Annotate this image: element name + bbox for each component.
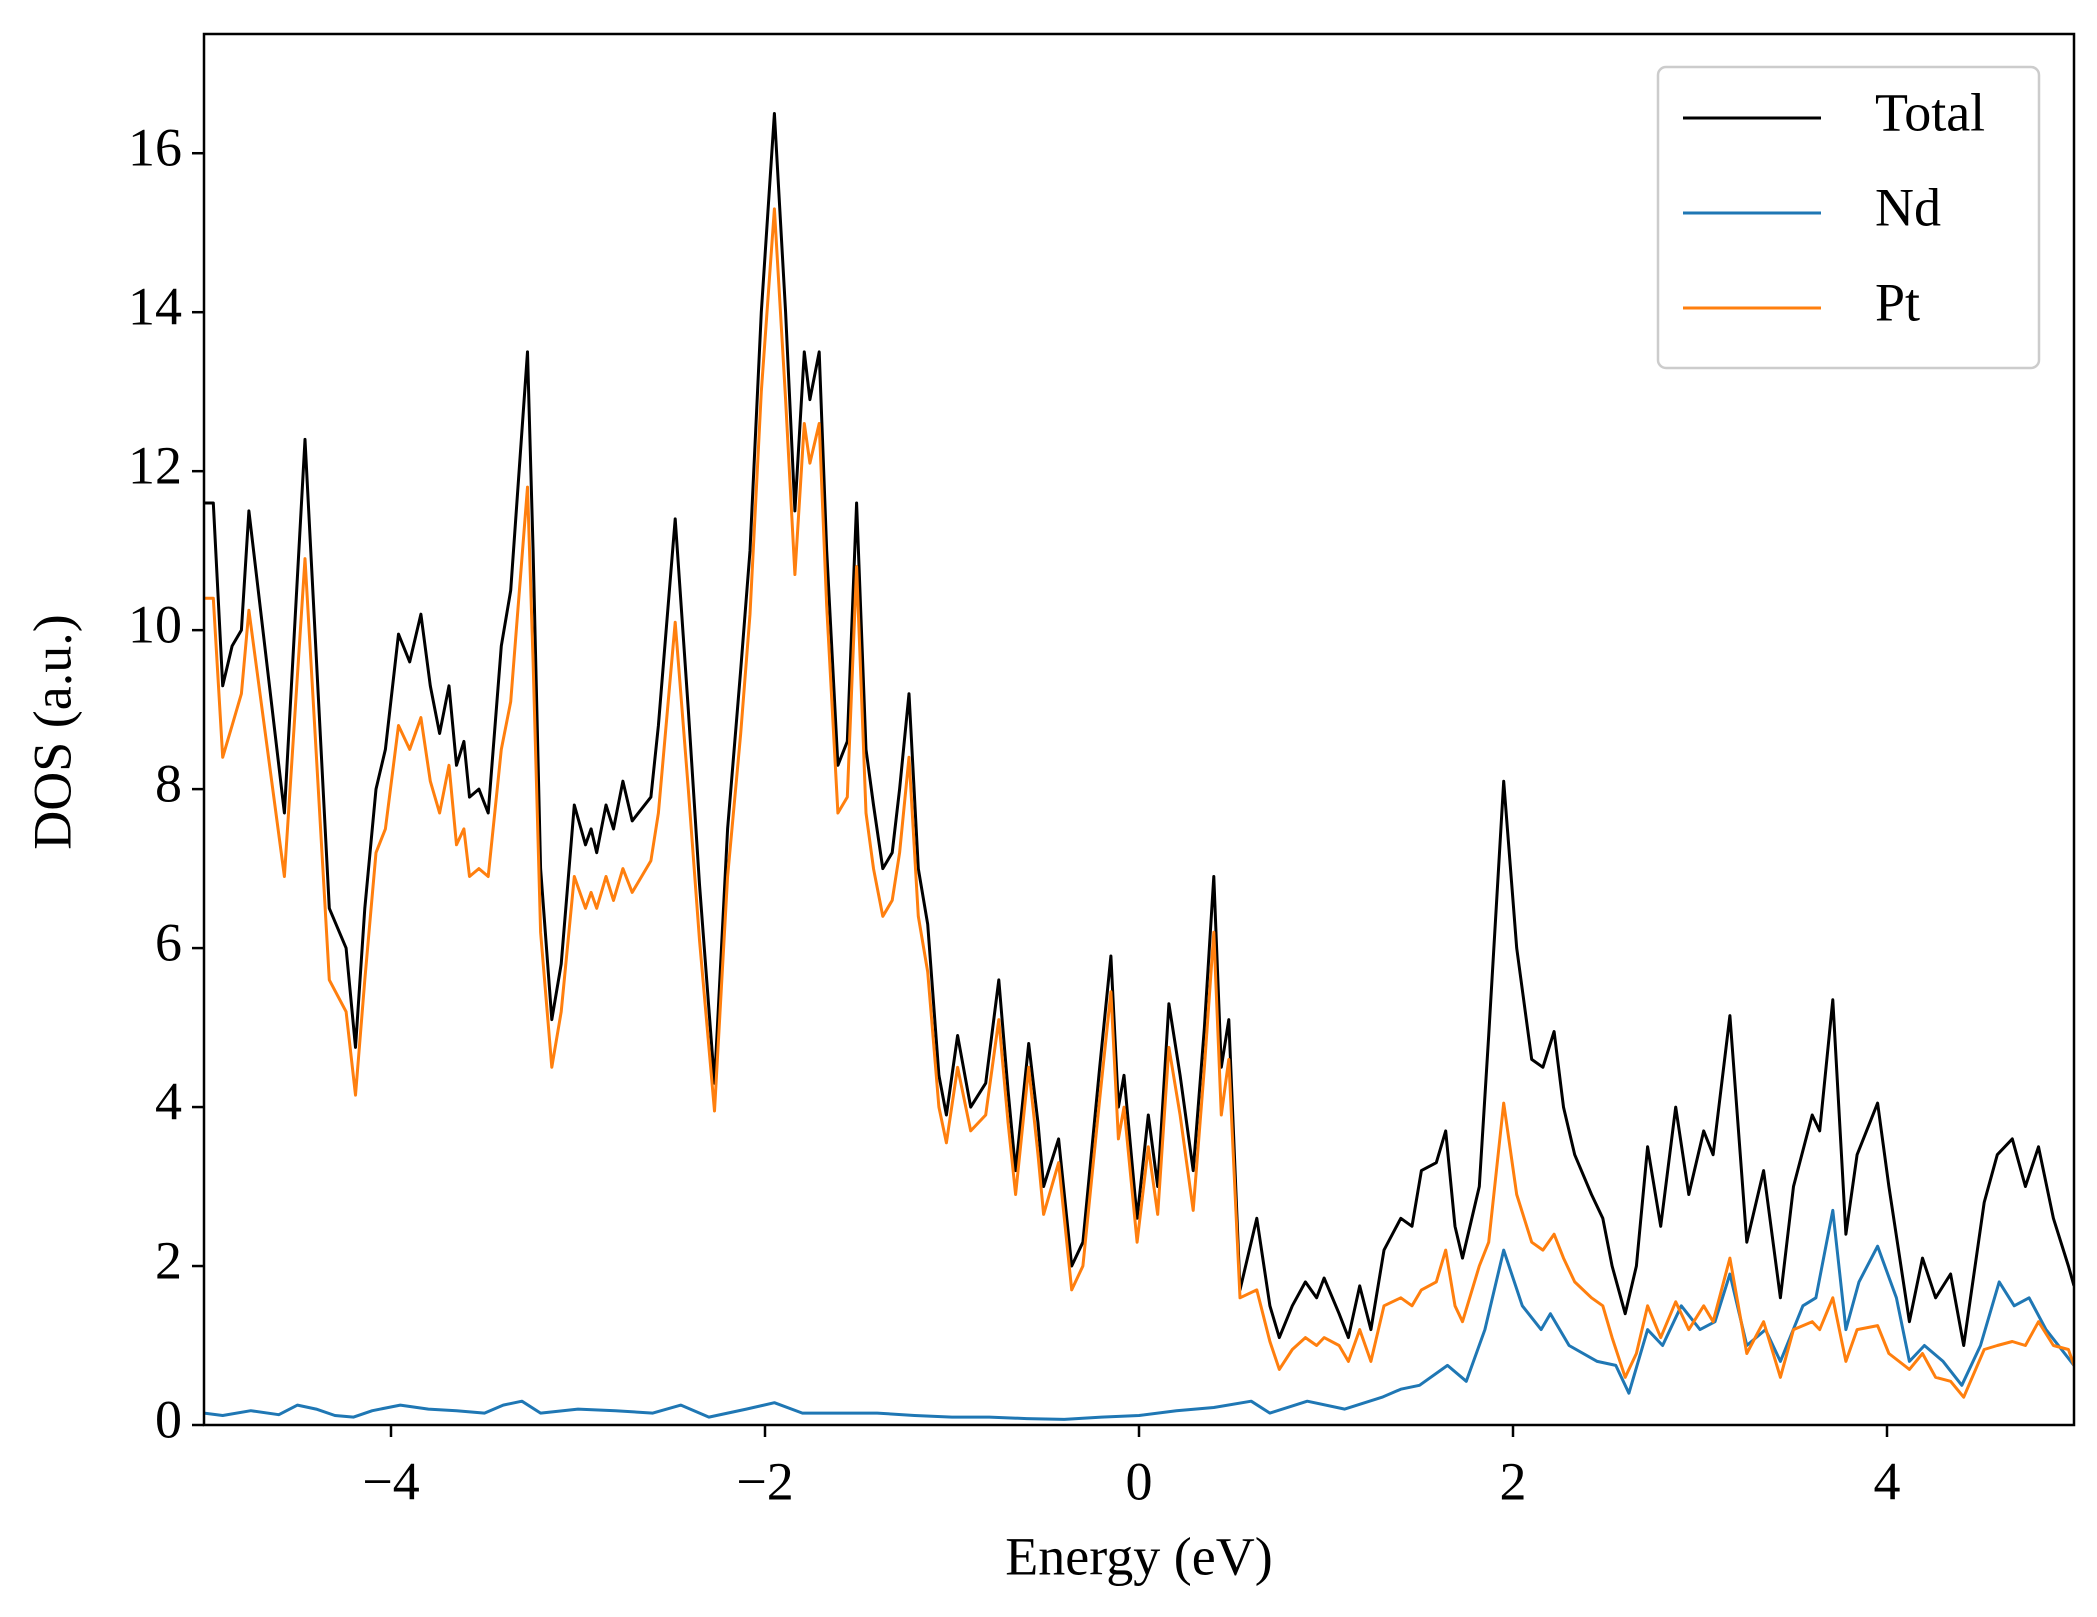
y-tick-label: 2	[155, 1230, 182, 1290]
y-tick-label: 0	[155, 1389, 182, 1449]
series-line	[204, 207, 2074, 1399]
y-tick-label: 8	[155, 754, 182, 814]
legend-label: Total	[1875, 82, 1985, 142]
y-tick-label: 4	[155, 1071, 182, 1131]
y-axis-label: DOS (a.u.)	[22, 614, 82, 849]
y-tick-label: 10	[128, 595, 182, 655]
legend-label: Nd	[1875, 177, 1941, 237]
x-tick-label: −4	[362, 1451, 419, 1511]
x-axis-label: Energy (eV)	[1005, 1526, 1272, 1586]
plot-area	[204, 112, 2074, 1421]
y-tick-label: 12	[128, 436, 182, 496]
y-tick-label: 14	[128, 277, 182, 337]
series-line	[204, 112, 2074, 1347]
legend	[1656, 65, 2041, 370]
legend-label: Pt	[1875, 272, 1920, 332]
x-tick-label: 4	[1874, 1451, 1901, 1511]
series-line	[204, 1208, 2074, 1421]
x-tick-label: −2	[736, 1451, 793, 1511]
y-tick-label: 16	[128, 118, 182, 178]
x-tick-label: 0	[1126, 1451, 1153, 1511]
y-tick-label: 6	[155, 912, 182, 972]
x-tick-label: 2	[1500, 1451, 1527, 1511]
